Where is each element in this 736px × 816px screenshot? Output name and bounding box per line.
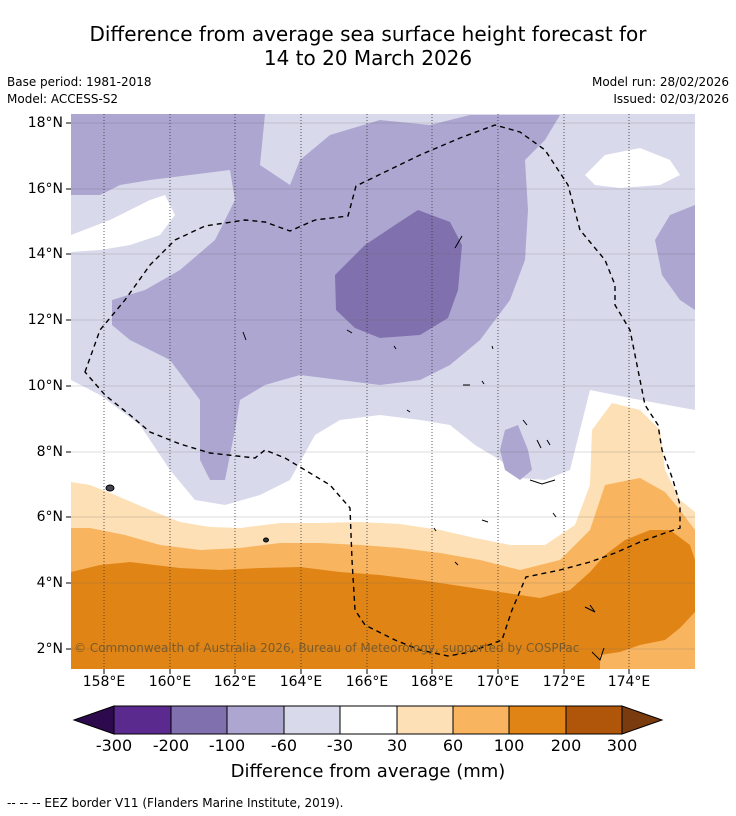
- model-run: Model run: 28/02/2026: [591, 75, 729, 89]
- eez-border: [84, 124, 681, 657]
- colorbar-tick-label: -100: [208, 736, 246, 755]
- colorbar-bin-1: [113, 705, 172, 735]
- x-tick-label: 166°E: [345, 674, 389, 690]
- y-tick-label: 16°N: [27, 181, 63, 197]
- region-lavender-medium-south: [500, 425, 532, 480]
- y-tick-label: 2°N: [36, 641, 63, 657]
- colorbar-tick-label: 30: [386, 736, 408, 755]
- colorbar-bin-5: [339, 705, 398, 735]
- region-orange-dark: [71, 530, 695, 669]
- region-lavender-medium: [71, 114, 560, 480]
- islands: [105, 235, 605, 661]
- eez-footnote: -- -- -- EEZ border V11 (Flanders Marine…: [7, 796, 344, 810]
- colorbar-extend-low: [72, 705, 115, 735]
- colorbar-title: Difference from average (mm): [230, 761, 506, 782]
- title-line-2: 14 to 20 March 2026: [263, 46, 473, 70]
- longitude-gridlines: [103, 114, 630, 669]
- colorbar-bin-8: [508, 705, 567, 735]
- issued-date: Issued: 02/03/2026: [613, 92, 729, 106]
- y-tick-label: 10°N: [27, 378, 63, 394]
- colorbar-bin-6: [396, 705, 454, 735]
- model-name: Model: ACCESS-S2: [7, 92, 119, 106]
- colorbar-tick-label: -300: [95, 736, 133, 755]
- meta-left: Base period: 1981-2018 Model: ACCESS-S2: [7, 74, 152, 108]
- colorbar-tick-label: -200: [152, 736, 190, 755]
- y-tick-label: 6°N: [36, 509, 63, 525]
- colorbar: [72, 705, 664, 735]
- region-lavender-medium-east: [655, 205, 695, 310]
- colorbar-bin-2: [170, 705, 228, 735]
- title-line-1: Difference from average sea surface heig…: [89, 22, 647, 46]
- axis-ticks: [66, 122, 630, 674]
- y-tick-label: 4°N: [36, 575, 63, 591]
- x-tick-label: 172°E: [542, 674, 586, 690]
- map-title: Difference from average sea surface heig…: [0, 22, 736, 70]
- colorbar-bin-4: [283, 705, 341, 735]
- colorbar-tick-label: -60: [270, 736, 298, 755]
- colorbar-tick-label: 100: [493, 736, 525, 755]
- latitude-gridlines: [71, 122, 695, 650]
- ssh-anomaly-field: [71, 114, 695, 669]
- base-period: Base period: 1981-2018: [7, 75, 152, 89]
- y-tick-label: 14°N: [27, 246, 63, 262]
- x-tick-label: 162°E: [213, 674, 257, 690]
- colorbar-bin-9: [565, 705, 623, 735]
- region-neutral-nw: [71, 195, 175, 252]
- colorbar-tick-label: 200: [550, 736, 582, 755]
- x-tick-label: 168°E: [410, 674, 454, 690]
- x-tick-label: 160°E: [148, 674, 192, 690]
- x-tick-label: 170°E: [476, 674, 520, 690]
- x-tick-label: 158°E: [82, 674, 126, 690]
- colorbar-tick-label: -30: [326, 736, 354, 755]
- y-tick-label: 12°N: [27, 312, 63, 328]
- x-tick-label: 174°E: [607, 674, 651, 690]
- colorbar-tick-label: 300: [606, 736, 638, 755]
- colorbar-extend-high: [621, 705, 664, 735]
- colorbar-bin-7: [452, 705, 510, 735]
- colorbar-bin-3: [226, 705, 285, 735]
- y-tick-label: 8°N: [36, 444, 63, 460]
- region-neutral-ne: [585, 148, 680, 188]
- x-tick-label: 164°E: [279, 674, 323, 690]
- colorbar-tick-label: 60: [442, 736, 464, 755]
- meta-right: Model run: 28/02/2026 Issued: 02/03/2026: [592, 74, 729, 108]
- copyright-credit: © Commonwealth of Australia 2026, Bureau…: [74, 641, 580, 655]
- y-tick-label: 18°N: [27, 115, 63, 131]
